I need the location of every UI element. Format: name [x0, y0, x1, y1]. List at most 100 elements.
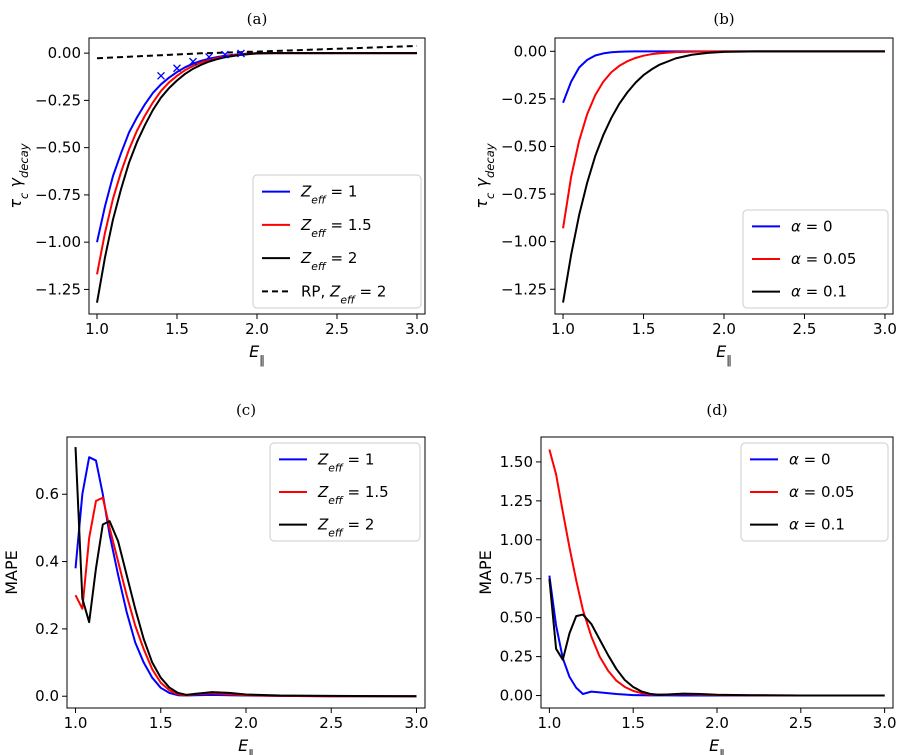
y-tick-label: 1.50: [500, 453, 533, 471]
y-tick-label: 0.2: [35, 620, 59, 638]
plot-area: [74, 447, 417, 698]
legend: α = 0 α = 0.05 α = 0.1: [740, 442, 889, 542]
legend-label: α = 0.1: [791, 283, 847, 301]
data-marker: [173, 64, 181, 73]
data-marker: [237, 49, 245, 58]
y-tick-label: −0.25: [35, 91, 81, 109]
series-line-3: [96, 44, 418, 60]
y-tick-label: 0.0: [35, 687, 59, 705]
x-tick-label: 2.5: [319, 714, 343, 732]
panel-d: (d) 1.0 1.5 2.0 2.5 3.0 0.00 0.25 0.50 0.75 1.00 1.…: [476, 401, 897, 755]
legend-box: [252, 174, 422, 309]
legend-label: Zeff = 1: [300, 183, 357, 207]
x-tick-label: 2.5: [789, 714, 813, 732]
legend-label: α = 0.05: [791, 250, 856, 268]
legend-label: Zeff = 1: [317, 450, 374, 474]
x-tick-label: 2.0: [234, 714, 258, 732]
x-axis-label: E∥: [709, 736, 725, 755]
legend-label: Zeff = 1.5: [300, 216, 372, 240]
legend-label: α = 0: [789, 450, 831, 468]
y-tick-label: 0.00: [500, 687, 533, 705]
data-marker: [189, 57, 197, 66]
x-tick-label: 1.0: [551, 320, 575, 338]
y-tick-label: −1.00: [35, 233, 81, 251]
panel-a: (a) 1.0 1.5 2.0 2.5 3.0 0.00 −0.25 −0.50 −0.75 −1.…: [6, 10, 429, 367]
x-tick-label: 1.5: [149, 714, 173, 732]
y-tick-label: −0.50: [501, 137, 547, 155]
x-tick-label: 3.0: [405, 320, 429, 338]
x-tick-label: 3.0: [405, 714, 429, 732]
x-axis-label: E∥: [716, 342, 732, 367]
y-tick-label: −0.50: [35, 139, 81, 157]
y-tick-label: −0.75: [35, 186, 81, 204]
x-tick-label: 2.5: [325, 320, 349, 338]
y-tick-label: 0.00: [514, 42, 547, 60]
legend-label: α = 0.1: [789, 516, 845, 534]
x-tick-label: 2.0: [245, 320, 269, 338]
data-marker: [221, 50, 229, 59]
panel-title: (c): [236, 401, 256, 419]
y-axis-label: MAPE: [2, 550, 21, 595]
legend: Zeff = 1 Zeff = 1.5 Zeff = 2: [269, 442, 421, 542]
legend-label: α = 0.05: [789, 483, 854, 501]
panel-title: (b): [713, 10, 734, 28]
panel-title: (a): [247, 10, 268, 28]
data-marker: [157, 71, 165, 80]
x-axis-label: E∥: [249, 342, 265, 367]
legend-label: α = 0: [791, 217, 833, 235]
legend-label: Zeff = 2: [317, 516, 374, 540]
y-axis-label: MAPE: [476, 550, 495, 595]
x-tick-label: 1.0: [64, 714, 88, 732]
y-tick-label: 0.4: [35, 553, 59, 571]
x-tick-label: 3.0: [873, 320, 897, 338]
y-tick-label: −0.25: [501, 90, 547, 108]
legend-box: [269, 442, 421, 542]
legend-label: Zeff = 1.5: [317, 483, 389, 507]
y-tick-label: −1.00: [501, 233, 547, 251]
series-line-2: [74, 447, 417, 698]
y-tick-label: 1.25: [500, 492, 533, 510]
y-tick-label: 0.6: [35, 485, 59, 503]
y-tick-label: 0.25: [500, 648, 533, 666]
plot-area: [562, 50, 885, 303]
legend-label: RP, Zeff = 2: [301, 282, 386, 306]
series-line-0: [562, 50, 885, 104]
x-tick-label: 1.5: [621, 714, 645, 732]
plot-area: [548, 449, 885, 697]
x-tick-label: 1.0: [537, 714, 561, 732]
y-tick-label: 0.00: [48, 44, 81, 62]
panel-title: (d): [706, 401, 727, 419]
x-tick-label: 1.5: [632, 320, 656, 338]
y-tick-label: −1.25: [501, 280, 547, 298]
x-tick-label: 2.5: [793, 320, 817, 338]
data-marker: [205, 52, 213, 61]
x-tick-label: 1.5: [165, 320, 189, 338]
x-tick-label: 1.0: [85, 320, 109, 338]
legend-label: Zeff = 2: [300, 249, 357, 273]
legend-box: [742, 209, 889, 309]
y-axis-label: τc γdecay: [472, 143, 497, 208]
x-tick-label: 2.0: [705, 714, 729, 732]
legend: α = 0 α = 0.05 α = 0.1: [742, 209, 889, 309]
series-line-2: [562, 50, 885, 303]
x-tick-label: 3.0: [873, 714, 897, 732]
y-tick-label: −0.75: [501, 185, 547, 203]
panel-b: (b) 1.0 1.5 2.0 2.5 3.0 0.00 −0.25 −0.50 −0.75 −1.…: [472, 10, 897, 367]
x-axis-label: E∥: [238, 736, 254, 755]
legend-box: [740, 442, 889, 542]
series-line-1: [562, 50, 885, 229]
x-tick-label: 2.0: [712, 320, 736, 338]
series-line-2: [548, 578, 885, 697]
y-tick-label: −1.25: [35, 280, 81, 298]
plot-area: [96, 44, 418, 303]
legend: Zeff = 1 Zeff = 1.5 Zeff = 2 RP, Zeff = 2: [252, 174, 422, 309]
panel-c: (c) 1.0 1.5 2.0 2.5 3.0 0.0 0.2 0.4 0.6 E∥ MAPE Zeff…: [2, 401, 428, 755]
series-line-0: [548, 575, 885, 697]
y-tick-label: 0.50: [500, 609, 533, 627]
y-tick-label: 1.00: [500, 531, 533, 549]
y-axis-label: τc γdecay: [6, 143, 31, 208]
series-line-1: [74, 496, 417, 698]
y-tick-label: 0.75: [500, 570, 533, 588]
series-line-2: [96, 52, 417, 303]
